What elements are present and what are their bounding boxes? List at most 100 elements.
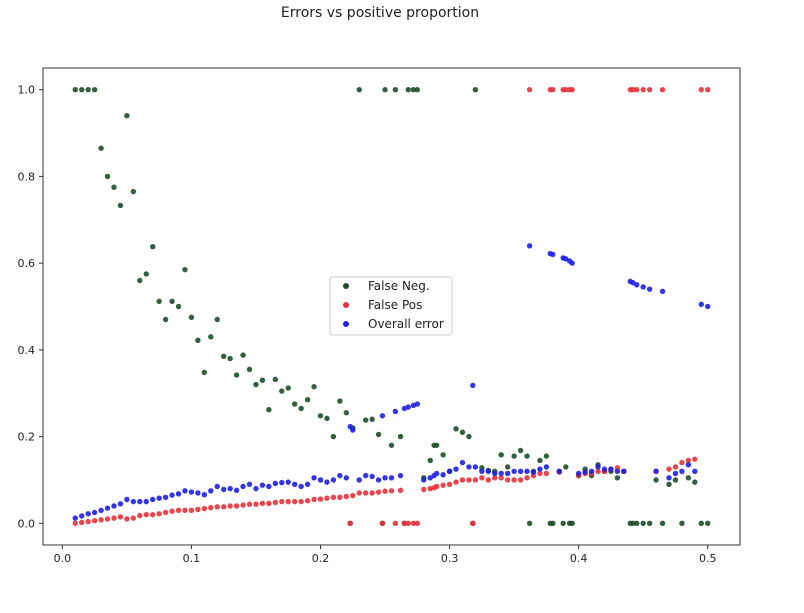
data-point	[511, 468, 517, 474]
data-point	[679, 468, 685, 474]
data-point	[433, 483, 440, 490]
data-point	[201, 369, 208, 376]
data-point	[397, 472, 404, 479]
data-point	[653, 477, 659, 483]
data-point	[498, 452, 504, 458]
data-point	[630, 520, 636, 527]
data-point	[85, 518, 91, 525]
data-point	[182, 266, 188, 273]
data-point	[285, 498, 291, 505]
data-point	[698, 86, 704, 93]
data-point	[397, 487, 404, 494]
data-point	[221, 486, 227, 493]
data-point	[634, 282, 640, 288]
data-point	[156, 511, 162, 517]
data-point	[317, 477, 324, 483]
data-point	[666, 481, 672, 487]
data-point	[459, 429, 466, 435]
data-point	[705, 86, 711, 93]
x-tick-label: 0.2	[312, 552, 330, 565]
data-point	[472, 477, 479, 483]
data-point	[530, 469, 537, 475]
data-point	[640, 520, 646, 527]
legend-marker-overall-error	[343, 321, 349, 327]
data-point	[410, 520, 417, 527]
data-point	[79, 513, 85, 519]
data-point	[679, 520, 685, 527]
data-point	[414, 520, 421, 527]
data-point	[672, 477, 679, 483]
data-point	[543, 470, 550, 477]
data-point	[111, 503, 117, 509]
data-point	[375, 431, 382, 438]
data-point	[653, 468, 659, 474]
data-point	[685, 475, 692, 481]
data-point	[330, 477, 337, 483]
data-point	[492, 470, 498, 477]
data-point	[472, 464, 479, 470]
data-point	[304, 498, 311, 504]
data-point	[614, 475, 621, 481]
data-point	[182, 507, 188, 514]
data-point	[72, 520, 78, 527]
data-point	[640, 86, 646, 93]
data-point	[337, 398, 343, 404]
data-point	[550, 520, 556, 527]
data-point	[259, 377, 266, 383]
data-point	[188, 507, 195, 514]
data-point	[362, 472, 369, 479]
data-point	[162, 509, 169, 516]
data-point	[330, 433, 337, 440]
data-point	[291, 481, 298, 487]
data-point	[124, 516, 130, 522]
data-point	[253, 381, 259, 388]
data-point	[646, 286, 653, 292]
legend-box	[329, 276, 453, 336]
data-point	[304, 481, 311, 487]
data-point	[182, 488, 188, 494]
data-point	[195, 337, 201, 344]
data-point	[569, 520, 575, 527]
data-point	[208, 334, 214, 340]
data-point	[72, 86, 78, 93]
data-point	[227, 355, 233, 362]
y-tick-label: 0.8	[18, 170, 36, 183]
data-point	[401, 520, 408, 527]
data-point	[524, 468, 530, 474]
data-point	[347, 520, 353, 527]
x-tick-label: 0.4	[570, 552, 588, 565]
y-tick-label: 0.6	[18, 257, 36, 270]
data-point	[272, 499, 279, 506]
data-point	[246, 366, 253, 373]
data-point	[369, 473, 375, 480]
data-point	[227, 503, 233, 509]
data-point	[685, 457, 692, 464]
data-point	[266, 500, 272, 507]
data-point	[543, 453, 550, 459]
data-point	[362, 490, 369, 496]
data-point	[511, 453, 517, 459]
data-point	[117, 514, 124, 520]
data-point	[369, 490, 375, 496]
data-point	[130, 498, 137, 505]
data-point	[324, 479, 330, 485]
data-point	[692, 468, 698, 474]
data-point	[246, 501, 253, 507]
data-point	[440, 472, 446, 478]
data-point	[433, 442, 440, 448]
data-point	[630, 86, 636, 93]
data-point	[646, 520, 653, 527]
data-point	[272, 376, 279, 383]
data-point	[470, 382, 476, 389]
data-point	[221, 504, 227, 510]
data-point	[298, 405, 304, 412]
data-point	[685, 462, 692, 468]
data-point	[517, 447, 524, 454]
legend: False Neg. False Pos Overall error	[329, 276, 453, 336]
data-point	[266, 483, 272, 490]
data-point	[201, 505, 208, 512]
data-point	[550, 86, 556, 93]
y-tick-label: 0.2	[18, 431, 36, 444]
data-point	[259, 500, 266, 507]
data-point	[453, 426, 459, 432]
